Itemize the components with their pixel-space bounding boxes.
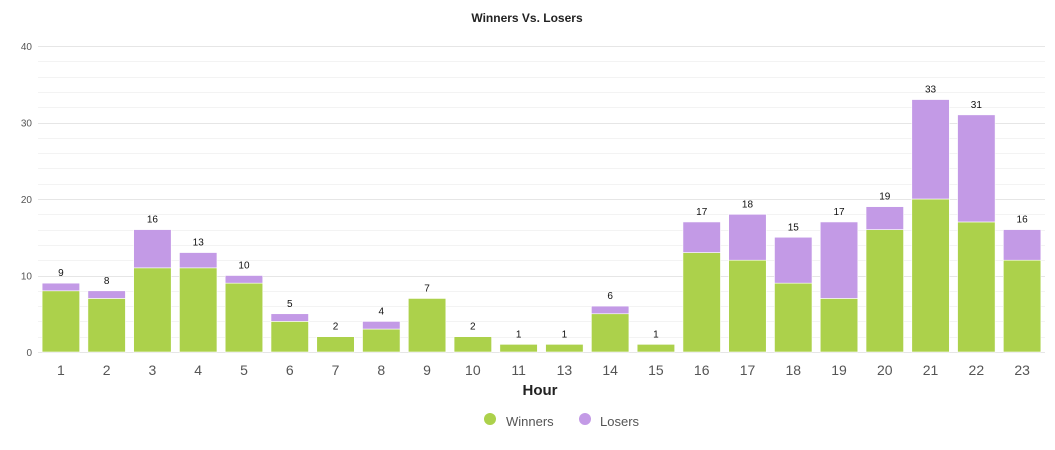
total-label-11: 1 [516, 329, 522, 340]
bar-winners-16[interactable] [682, 252, 721, 353]
legend-losers-label[interactable]: Losers [600, 414, 640, 429]
y-tick-label: 0 [26, 348, 32, 359]
y-axis: 0 10 20 30 40 [21, 42, 33, 359]
total-label-15: 1 [653, 329, 659, 340]
total-label-3: 16 [147, 215, 159, 226]
x-tick-label-7: 7 [332, 362, 340, 378]
bar-winners-18[interactable] [774, 282, 813, 353]
x-tick-label-19: 19 [831, 362, 847, 378]
bar-winners-9[interactable] [408, 298, 447, 353]
x-tick-label-4: 4 [194, 362, 202, 378]
bar-winners-11[interactable] [499, 344, 538, 353]
total-label-20: 19 [879, 192, 891, 203]
total-label-21: 33 [925, 85, 937, 96]
bar-winners-5[interactable] [224, 282, 264, 353]
total-label-17: 18 [742, 199, 754, 210]
bar-winners-2[interactable] [87, 298, 126, 353]
bar-winners-20[interactable] [865, 229, 904, 353]
total-label-16: 17 [696, 207, 708, 218]
bar-losers-5[interactable] [224, 275, 264, 284]
bar-winners-8[interactable] [362, 328, 401, 353]
total-label-9: 7 [424, 283, 430, 294]
total-label-10: 2 [470, 322, 476, 333]
x-tick-label-9: 9 [423, 362, 431, 378]
bar-winners-22[interactable] [957, 221, 996, 353]
chart-title: Winners Vs. Losers [471, 11, 583, 25]
x-tick-label-13: 13 [557, 362, 573, 378]
bars [41, 99, 1042, 353]
legend-winners-label[interactable]: Winners [506, 414, 554, 429]
bar-winners-6[interactable] [270, 321, 309, 353]
bar-losers-8[interactable] [362, 321, 401, 330]
bar-losers-4[interactable] [179, 252, 218, 269]
bar-winners-3[interactable] [133, 267, 172, 353]
x-tick-label-10: 10 [465, 362, 481, 378]
x-tick-label-15: 15 [648, 362, 664, 378]
total-label-4: 13 [193, 238, 205, 249]
x-tick-label-8: 8 [377, 362, 385, 378]
bar-losers-17[interactable] [728, 214, 767, 261]
legend-winners-marker[interactable] [484, 413, 496, 425]
x-tick-label-16: 16 [694, 362, 710, 378]
x-tick-label-2: 2 [103, 362, 111, 378]
total-label-1: 9 [58, 268, 64, 279]
legend: Winners Losers [484, 413, 640, 429]
x-tick-label-5: 5 [240, 362, 248, 378]
bar-losers-20[interactable] [865, 206, 904, 230]
y-tick-label: 10 [21, 272, 33, 283]
x-tick-label-11: 11 [511, 362, 526, 378]
bar-winners-14[interactable] [591, 313, 630, 353]
bar-winners-13[interactable] [545, 344, 584, 353]
bar-winners-23[interactable] [1003, 259, 1042, 353]
bar-losers-2[interactable] [87, 290, 126, 299]
bar-winners-1[interactable] [41, 290, 80, 353]
bar-winners-7[interactable] [316, 336, 355, 353]
x-tick-label-3: 3 [149, 362, 157, 378]
bar-losers-3[interactable] [133, 229, 172, 269]
bar-winners-17[interactable] [728, 259, 767, 353]
total-label-13: 1 [562, 329, 568, 340]
x-tick-label-14: 14 [602, 362, 618, 378]
y-tick-label: 20 [21, 195, 33, 206]
legend-losers-marker[interactable] [579, 413, 591, 425]
bar-losers-1[interactable] [41, 282, 80, 292]
x-tick-label-18: 18 [785, 362, 801, 378]
total-label-5: 10 [238, 261, 250, 272]
bar-winners-19[interactable] [819, 298, 859, 353]
total-label-6: 5 [287, 299, 293, 310]
total-label-18: 15 [788, 222, 800, 233]
y-tick-label: 40 [21, 42, 33, 53]
x-tick-label-22: 22 [969, 362, 985, 378]
bar-losers-22[interactable] [957, 114, 996, 223]
bar-winners-21[interactable] [911, 198, 950, 353]
total-label-7: 2 [333, 322, 339, 333]
bar-losers-21[interactable] [911, 99, 950, 200]
bar-winners-15[interactable] [636, 344, 675, 353]
x-tick-label-20: 20 [877, 362, 893, 378]
x-tick-label-1: 1 [57, 362, 65, 378]
total-label-23: 16 [1017, 215, 1029, 226]
bar-losers-16[interactable] [682, 221, 721, 253]
bar-losers-23[interactable] [1003, 229, 1042, 261]
bar-winners-10[interactable] [453, 336, 492, 353]
x-tick-label-6: 6 [286, 362, 294, 378]
bar-losers-19[interactable] [819, 221, 859, 299]
y-tick-label: 30 [21, 119, 33, 130]
total-label-8: 4 [379, 306, 385, 317]
x-tick-label-21: 21 [923, 362, 939, 378]
total-label-14: 6 [607, 291, 613, 302]
total-label-2: 8 [104, 276, 110, 287]
bar-losers-6[interactable] [270, 313, 309, 322]
total-label-22: 31 [971, 100, 983, 111]
x-axis-title: Hour [523, 382, 558, 399]
x-axis: 1 2 3 4 5 6 7 8 9 10 11 13 14 15 16 17 18 19 20 21 22 23 [57, 362, 1030, 378]
bar-losers-14[interactable] [591, 305, 630, 315]
x-tick-label-23: 23 [1014, 362, 1030, 378]
bar-winners-4[interactable] [179, 267, 218, 353]
bar-losers-18[interactable] [774, 236, 813, 284]
x-tick-label-17: 17 [740, 362, 756, 378]
total-label-19: 17 [833, 207, 845, 218]
